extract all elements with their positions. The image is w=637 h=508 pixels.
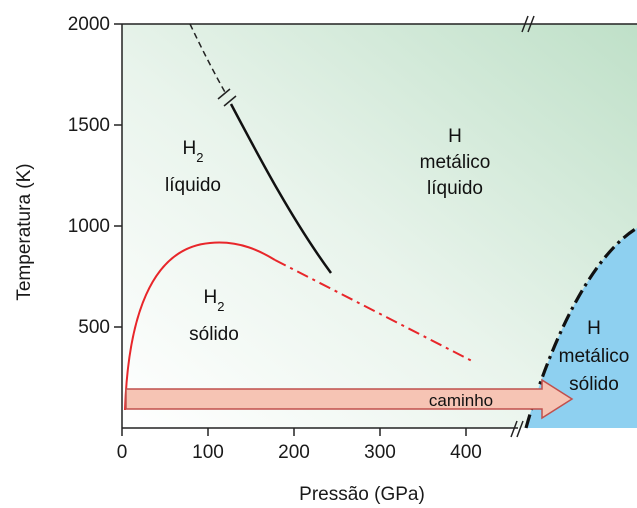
y-tick-label: 1500 — [68, 115, 110, 136]
h-metallic-solid-label-line3: sólido — [569, 374, 619, 395]
x-tick-label: 0 — [117, 442, 128, 463]
h2-liquid-label: H2 — [183, 138, 204, 165]
melting-curve — [124, 241, 276, 411]
boundary-dashed-extension — [189, 23, 227, 95]
boundary-break — [217, 88, 237, 107]
h2-liquid-label-line2: líquido — [165, 175, 221, 196]
x-tick-label: 200 — [278, 442, 310, 463]
x-axis-title: Pressão (GPa) — [299, 484, 425, 505]
x-ticks — [121, 428, 467, 436]
h2-solid-label: H2 — [204, 287, 225, 314]
h-metallic-liquid-label: H — [448, 126, 462, 147]
x-axis-break — [510, 420, 524, 438]
liquid-metal-boundary — [229, 103, 333, 274]
path-arrow — [125, 378, 574, 420]
y-axis-title: Temperatura (K) — [14, 163, 35, 300]
x-tick-label: 300 — [364, 442, 396, 463]
melting-curve-extension — [274, 259, 473, 362]
h-metallic-liquid-label-line2: metálico — [420, 152, 491, 173]
x-tick-label: 400 — [450, 442, 482, 463]
h-metallic-solid-label: H — [587, 318, 601, 339]
y-ticks — [114, 23, 122, 328]
h-metallic-solid-label-line2: metálico — [559, 346, 630, 367]
x-tick-label: 100 — [192, 442, 224, 463]
y-tick-label: 2000 — [68, 14, 110, 35]
h2-solid-label-line2: sólido — [189, 324, 239, 345]
y-tick-label: 1000 — [68, 216, 110, 237]
path-label: caminho — [429, 391, 493, 410]
h-metallic-liquid-label-line3: líquido — [427, 178, 483, 199]
y-tick-label: 500 — [78, 317, 110, 338]
top-axis-break — [521, 15, 535, 33]
metallic-solid-region — [526, 228, 637, 428]
